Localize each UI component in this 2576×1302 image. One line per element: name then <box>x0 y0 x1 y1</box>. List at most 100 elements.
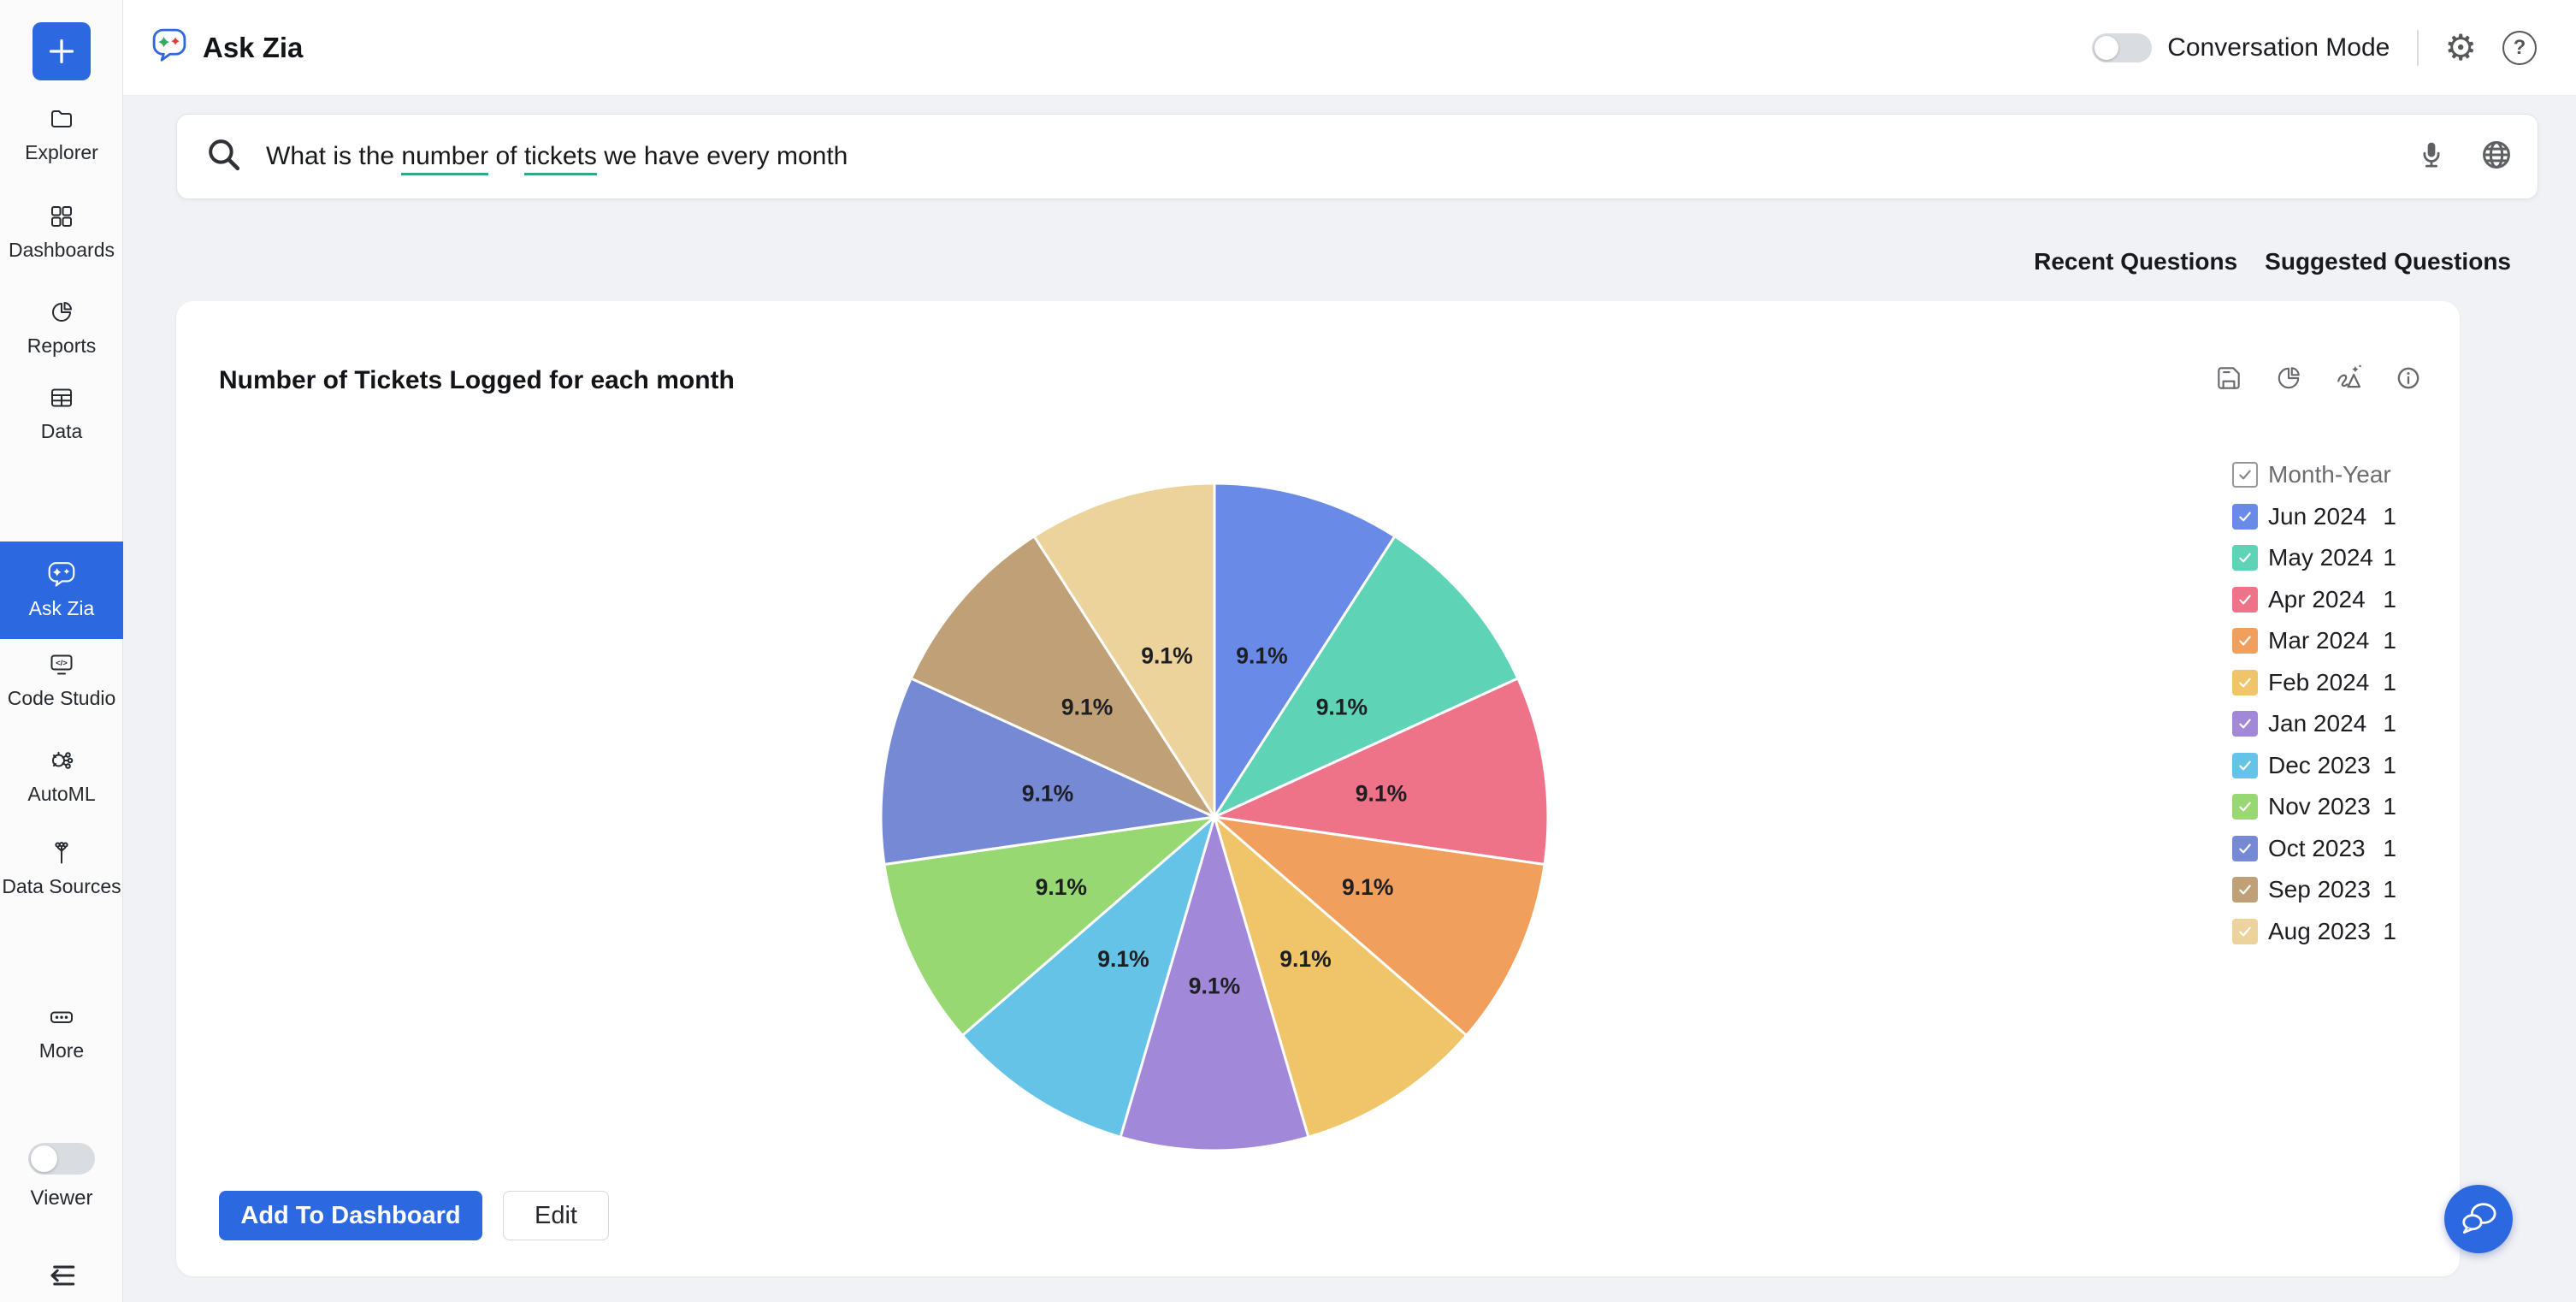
toggle-knob <box>2094 36 2119 60</box>
legend-checkbox[interactable] <box>2232 918 2258 944</box>
query-text: of <box>488 142 524 170</box>
pie-slice-apr-2024[interactable] <box>1213 677 1550 866</box>
info-icon[interactable] <box>2393 363 2424 394</box>
grid-icon <box>47 202 76 231</box>
pie-slice-jun-2024[interactable] <box>1213 482 1397 819</box>
legend-header[interactable]: Month-Year <box>2232 460 2396 489</box>
sidebar-item-label: Dashboards <box>8 239 115 261</box>
zia-chat-icon <box>47 560 76 589</box>
legend-checkbox[interactable] <box>2232 545 2258 571</box>
legend-item-may-2024[interactable]: May 2024 1 <box>2232 543 2396 572</box>
create-new-button[interactable] <box>32 22 91 80</box>
sidebar-item-label: Data Sources <box>2 875 121 897</box>
sidebar-item-data-sources[interactable]: Data Sources <box>0 838 123 898</box>
add-to-dashboard-button[interactable]: Add To Dashboard <box>219 1191 482 1240</box>
legend-item-dec-2023[interactable]: Dec 2023 1 <box>2232 751 2396 780</box>
globe-icon[interactable] <box>2478 136 2515 178</box>
sidebar-item-dashboards[interactable]: Dashboards <box>0 202 123 262</box>
conversation-mode-toggle[interactable] <box>2092 33 2153 62</box>
sidebar-item-code-studio[interactable]: </> Code Studio <box>0 650 123 710</box>
legend-label: Oct 2023 <box>2268 834 2366 861</box>
pie-chart-icon[interactable] <box>2273 363 2304 394</box>
legend-checkbox[interactable] <box>2232 586 2258 613</box>
help-icon[interactable]: ? <box>2502 31 2537 65</box>
zia-bubble-icon <box>151 26 187 69</box>
pie-slice-sep-2023[interactable] <box>909 535 1216 819</box>
query-highlighted-word: tickets <box>523 142 597 175</box>
legend-checkbox[interactable] <box>2232 628 2258 654</box>
pie-chart: 9.1% 9.1% 9.1% 9.1% 9.1% 9.1% 9.1% 9.1% 9.1% 9.1%… <box>872 475 1557 1159</box>
recent-questions-link[interactable]: Recent Questions <box>2034 248 2238 275</box>
sidebar-item-explorer[interactable]: Explorer <box>0 104 123 164</box>
sidebar-item-automl[interactable]: AutoML <box>0 746 123 806</box>
legend-item-apr-2024[interactable]: Apr 2024 1 <box>2232 585 2396 614</box>
ask-zia-search-input[interactable]: What is the number of tickets we have ev… <box>176 114 2538 199</box>
zia-insights-icon[interactable] <box>2333 363 2364 394</box>
legend-value: 1 <box>2383 627 2396 654</box>
pie-slice-label: 9.1% <box>1022 780 1073 806</box>
legend-item-sep-2023[interactable]: Sep 2023 1 <box>2232 875 2396 904</box>
pie-slice-nov-2023[interactable] <box>883 815 1216 1037</box>
viewer-toggle[interactable] <box>28 1143 95 1175</box>
sidebar-item-more[interactable]: More <box>0 1003 123 1062</box>
legend-item-oct-2023[interactable]: Oct 2023 1 <box>2232 834 2396 863</box>
collapse-sidebar-icon[interactable] <box>0 1256 123 1293</box>
settings-gear-icon[interactable]: ⚙ <box>2444 27 2477 68</box>
legend-label: Mar 2024 <box>2268 627 2370 654</box>
legend-checkbox[interactable] <box>2232 711 2258 737</box>
search-icon <box>204 135 244 179</box>
table-icon <box>47 383 76 412</box>
sidebar-item-data[interactable]: Data <box>0 383 123 443</box>
folder-icon <box>47 104 76 133</box>
pie-slice-aug-2023[interactable] <box>1032 482 1216 819</box>
pie-slice-oct-2023[interactable] <box>879 677 1216 866</box>
legend-item-aug-2023[interactable]: Aug 2023 1 <box>2232 917 2396 946</box>
query-text: we have every month <box>596 142 848 170</box>
legend-checkbox[interactable] <box>2232 752 2258 778</box>
pie-slice-may-2024[interactable] <box>1213 535 1520 819</box>
legend-item-mar-2024[interactable]: Mar 2024 1 <box>2232 626 2396 655</box>
toggle-knob <box>31 1145 57 1172</box>
legend-item-jun-2024[interactable]: Jun 2024 1 <box>2232 502 2396 531</box>
pie-slice-mar-2024[interactable] <box>1213 815 1546 1037</box>
sidebar-item-label: More <box>38 1039 85 1062</box>
chart-title: Number of Tickets Logged for each month <box>219 366 735 394</box>
pie-slice-feb-2024[interactable] <box>1213 815 1468 1139</box>
edit-button[interactable]: Edit <box>503 1191 609 1240</box>
pie-slice-jan-2024[interactable] <box>1119 815 1310 1152</box>
page-title: Ask Zia <box>203 31 304 63</box>
legend-value: 1 <box>2383 751 2396 778</box>
plus-icon <box>44 34 79 68</box>
legend-item-feb-2024[interactable]: Feb 2024 1 <box>2232 668 2396 697</box>
pie-slice-label: 9.1% <box>1236 642 1287 668</box>
legend-label: May 2024 <box>2268 544 2373 571</box>
mic-icon[interactable] <box>2414 138 2449 176</box>
legend-checkbox[interactable] <box>2232 835 2258 861</box>
pie-slice-dec-2023[interactable] <box>960 815 1216 1139</box>
legend-select-all-checkbox[interactable] <box>2232 462 2258 488</box>
suggested-questions-link[interactable]: Suggested Questions <box>2265 248 2511 275</box>
legend-checkbox[interactable] <box>2232 794 2258 820</box>
sidebar-item-reports[interactable]: Reports <box>0 298 123 358</box>
legend-label: Jun 2024 <box>2268 502 2367 530</box>
sidebar-item-ask-zia[interactable]: Ask Zia <box>0 542 123 639</box>
legend-item-jan-2024[interactable]: Jan 2024 1 <box>2232 709 2396 738</box>
sidebar-item-label: Data <box>40 420 83 442</box>
legend-label: Dec 2023 <box>2268 751 2371 778</box>
more-icon <box>47 1003 76 1032</box>
legend-item-nov-2023[interactable]: Nov 2023 1 <box>2232 792 2396 821</box>
legend-checkbox[interactable] <box>2232 669 2258 695</box>
save-icon[interactable] <box>2213 363 2244 394</box>
legend-value: 1 <box>2383 876 2396 903</box>
legend-checkbox[interactable] <box>2232 503 2258 530</box>
legend-label: Nov 2023 <box>2268 793 2371 820</box>
conversation-mode-label: Conversation Mode <box>2167 33 2390 62</box>
sidebar-item-label: Ask Zia <box>28 597 95 619</box>
sidebar-item-label: Reports <box>27 334 97 357</box>
viewer-label: Viewer <box>30 1187 93 1210</box>
legend-checkbox[interactable] <box>2232 877 2258 903</box>
legend-value: 1 <box>2383 502 2396 530</box>
pie-slice-label: 9.1% <box>1356 780 1407 806</box>
sidebar: Explorer Dashboards Reports Data Ask Zia </> C… <box>0 0 123 1302</box>
zia-chat-fab[interactable] <box>2444 1185 2513 1253</box>
